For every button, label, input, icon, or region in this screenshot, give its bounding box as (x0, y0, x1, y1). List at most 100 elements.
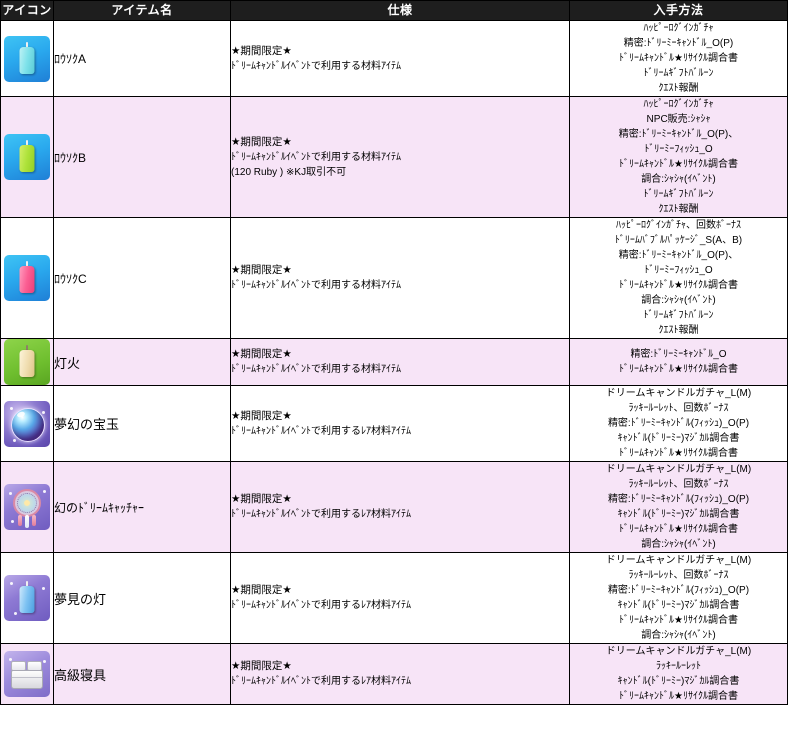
acq-line: 調合:ｼｬｼｬ(ｲﾍﾞﾝﾄ) (641, 174, 716, 185)
spec-line: ★期間限定★ (231, 44, 292, 57)
spec-line: ★期間限定★ (231, 348, 292, 360)
acq-line: ﾗｯｷｰﾙｰﾚｯﾄ、回数ﾎﾞｰﾅｽ (628, 403, 729, 414)
candle-lime-icon (4, 134, 50, 180)
candle-blue-icon (4, 575, 50, 621)
spec-line: ﾄﾞﾘｰﾑｷｬﾝﾄﾞﾙｲﾍﾞﾝﾄで利用する材料ｱｲﾃﾑ (231, 280, 401, 291)
acq-line: ｸｴｽﾄ報酬 (658, 325, 699, 336)
acq-line: 精密:ﾄﾞﾘｰﾐｰｷｬﾝﾄﾞﾙ_O(P)、 (618, 250, 739, 261)
item-acquisition: ﾊｯﾋﾟｰﾛｸﾞｲﾝｶﾞﾁｬ NPC販売:ｼｬｼｬ 精密:ﾄﾞﾘｰﾐｰｷｬﾝﾄﾞ… (569, 96, 788, 218)
column-header-item-name: アイテム名 (53, 0, 231, 21)
item-acquisition: ﾊｯﾋﾟｰﾛｸﾞｲﾝｶﾞﾁｬ 精密:ﾄﾞﾘｰﾐｰｷｬﾝﾄﾞﾙ_O(P) ﾄﾞﾘｰ… (569, 20, 788, 97)
acq-line: ﾗｯｷｰﾙｰﾚｯﾄ、回数ﾎﾞｰﾅｽ (628, 570, 729, 581)
acq-line: ﾄﾞﾘｰﾑｷｬﾝﾄﾞﾙ★ﾘｻｲｸﾙ調合書 (619, 524, 738, 535)
spec-line: ★期間限定★ (231, 409, 292, 422)
acq-line: ﾄﾞﾘｰﾑｷｬﾝﾄﾞﾙ★ﾘｻｲｸﾙ調合書 (619, 615, 738, 626)
acq-line: ﾊｯﾋﾟｰﾛｸﾞｲﾝｶﾞﾁｬ、回数ﾎﾞｰﾅｽ (616, 220, 741, 231)
item-spec: ★期間限定★ ﾄﾞﾘｰﾑｷｬﾝﾄﾞﾙｲﾍﾞﾝﾄで利用する材料ｱｲﾃﾑ (120 … (230, 96, 570, 218)
acq-line: ドリームキャンドルガチャ_L(M) (605, 464, 752, 475)
table-row: 高級寝具 ★期間限定★ ﾄﾞﾘｰﾑｷｬﾝﾄﾞﾙｲﾍﾞﾝﾄで利用するﾚｱ材料ｱｲﾃ… (0, 643, 788, 705)
spec-line: ﾄﾞﾘｰﾑｷｬﾝﾄﾞﾙｲﾍﾞﾝﾄで利用する材料ｱｲﾃﾑ (231, 364, 401, 375)
acq-line: NPC販売:ｼｬｼｬ (646, 114, 711, 125)
candle-pink-icon (4, 255, 50, 301)
acq-line: ﾗｯｷｰﾙｰﾚｯﾄ (656, 661, 701, 672)
item-name: ﾛｳｿｸB (53, 96, 231, 218)
table-header-row: アイコン アイテム名 仕様 入手方法 (0, 0, 788, 21)
spec-line: ﾄﾞﾘｰﾑｷｬﾝﾄﾞﾙｲﾍﾞﾝﾄで利用するﾚｱ材料ｱｲﾃﾑ (231, 425, 411, 437)
column-header-icon: アイコン (0, 0, 54, 21)
acq-line: ｸｴｽﾄ報酬 (658, 204, 699, 215)
item-acquisition: ﾊｯﾋﾟｰﾛｸﾞｲﾝｶﾞﾁｬ、回数ﾎﾞｰﾅｽ ﾄﾞﾘｰﾑﾊﾞﾌﾞﾙﾊﾟｯｹｰｼﾞ… (569, 217, 788, 339)
spec-line: ﾄﾞﾘｰﾑｷｬﾝﾄﾞﾙｲﾍﾞﾝﾄで利用する材料ｱｲﾃﾑ (231, 60, 401, 72)
acq-line: ﾄﾞﾘｰﾑｷﾞﾌﾄﾊﾞﾙｰﾝ (643, 310, 714, 321)
acq-line: ﾊｯﾋﾟｰﾛｸﾞｲﾝｶﾞﾁｬ (643, 23, 714, 34)
item-icon-cell (0, 552, 54, 644)
acq-line: ｷｬﾝﾄﾞﾙ(ﾄﾞﾘｰﾐｰ)ﾏｼﾞｶﾙ調合書 (617, 433, 740, 444)
dreamcatcher-icon (4, 484, 50, 530)
acq-line: 調合:ｼｬｼｬ(ｲﾍﾞﾝﾄ) (641, 295, 716, 306)
acq-line: ﾗｯｷｰﾙｰﾚｯﾄ、回数ﾎﾞｰﾅｽ (628, 479, 729, 490)
item-name: ﾛｳｿｸC (53, 217, 231, 339)
acq-line: ﾄﾞﾘｰﾑｷｬﾝﾄﾞﾙ★ﾘｻｲｸﾙ調合書 (619, 53, 738, 64)
acq-line: ｷｬﾝﾄﾞﾙ(ﾄﾞﾘｰﾐｰ)ﾏｼﾞｶﾙ調合書 (617, 676, 740, 687)
bedding-icon (4, 651, 50, 697)
item-reference-table: アイコン アイテム名 仕様 入手方法 ﾛｳｿｸA ★期間限定★ ﾄﾞﾘｰﾑｷｬﾝ… (0, 0, 788, 705)
table-row: ﾛｳｿｸB ★期間限定★ ﾄﾞﾘｰﾑｷｬﾝﾄﾞﾙｲﾍﾞﾝﾄで利用する材料ｱｲﾃﾑ… (0, 96, 788, 218)
orb-icon (4, 400, 50, 447)
acq-line: 精密:ﾄﾞﾘｰﾐｰｷｬﾝﾄﾞﾙ_O(P) (623, 38, 734, 49)
acq-line: ドリームキャンドルガチャ_L(M) (605, 555, 752, 566)
acq-line: ドリームキャンドルガチャ_L(M) (605, 646, 752, 657)
acq-line: ﾄﾞﾘｰﾑｷｬﾝﾄﾞﾙ★ﾘｻｲｸﾙ調合書 (619, 364, 738, 375)
spec-line: ﾄﾞﾘｰﾑｷｬﾝﾄﾞﾙｲﾍﾞﾝﾄで利用するﾚｱ材料ｱｲﾃﾑ (231, 676, 411, 687)
item-icon-cell (0, 217, 54, 339)
item-icon-cell (0, 20, 54, 97)
table-row: 夢見の灯 ★期間限定★ ﾄﾞﾘｰﾑｷｬﾝﾄﾞﾙｲﾍﾞﾝﾄで利用するﾚｱ材料ｱｲﾃ… (0, 552, 788, 644)
candle-cyan-icon (4, 35, 50, 82)
spec-line: ★期間限定★ (231, 493, 292, 505)
acq-line: ﾊｯﾋﾟｰﾛｸﾞｲﾝｶﾞﾁｬ (643, 99, 714, 110)
item-acquisition: ドリームキャンドルガチャ_L(M) ﾗｯｷｰﾙｰﾚｯﾄ、回数ﾎﾞｰﾅｽ 精密:ﾄ… (569, 552, 788, 644)
spec-line: ★期間限定★ (231, 264, 292, 276)
acq-line: ﾄﾞﾘｰﾑｷｬﾝﾄﾞﾙ★ﾘｻｲｸﾙ調合書 (619, 159, 738, 170)
item-acquisition: ドリームキャンドルガチャ_L(M) ﾗｯｷｰﾙｰﾚｯﾄ、回数ﾎﾞｰﾅｽ 精密:ﾄ… (569, 385, 788, 462)
spec-line: (120 Ruby ) ※KJ取引不可 (231, 166, 347, 178)
acq-line: ﾄﾞﾘｰﾑｷｬﾝﾄﾞﾙ★ﾘｻｲｸﾙ調合書 (619, 280, 738, 291)
spec-line: ★期間限定★ (231, 584, 292, 596)
acq-line: ｸｴｽﾄ報酬 (658, 83, 699, 94)
table-row: 灯火 ★期間限定★ ﾄﾞﾘｰﾑｷｬﾝﾄﾞﾙｲﾍﾞﾝﾄで利用する材料ｱｲﾃﾑ 精密… (0, 338, 788, 386)
item-acquisition: ドリームキャンドルガチャ_L(M) ﾗｯｷｰﾙｰﾚｯﾄ、回数ﾎﾞｰﾅｽ 精密:ﾄ… (569, 461, 788, 553)
acq-line: ｷｬﾝﾄﾞﾙ(ﾄﾞﾘｰﾐｰ)ﾏｼﾞｶﾙ調合書 (617, 600, 740, 611)
table-body: ﾛｳｿｸA ★期間限定★ ﾄﾞﾘｰﾑｷｬﾝﾄﾞﾙｲﾍﾞﾝﾄで利用する材料ｱｲﾃﾑ… (0, 20, 788, 705)
candle-beige-icon (4, 339, 50, 385)
acq-line: ﾄﾞﾘｰﾑﾊﾞﾌﾞﾙﾊﾟｯｹｰｼﾞ_S(A、B) (614, 235, 743, 246)
item-icon-cell (0, 96, 54, 218)
item-spec: ★期間限定★ ﾄﾞﾘｰﾑｷｬﾝﾄﾞﾙｲﾍﾞﾝﾄで利用するﾚｱ材料ｱｲﾃﾑ (230, 461, 570, 553)
item-acquisition: 精密:ﾄﾞﾘｰﾐｰｷｬﾝﾄﾞﾙ_O ﾄﾞﾘｰﾑｷｬﾝﾄﾞﾙ★ﾘｻｲｸﾙ調合書 (569, 338, 788, 386)
spec-line: ﾄﾞﾘｰﾑｷｬﾝﾄﾞﾙｲﾍﾞﾝﾄで利用するﾚｱ材料ｱｲﾃﾑ (231, 600, 411, 611)
item-spec: ★期間限定★ ﾄﾞﾘｰﾑｷｬﾝﾄﾞﾙｲﾍﾞﾝﾄで利用するﾚｱ材料ｱｲﾃﾑ (230, 385, 570, 462)
item-name: 夢幻の宝玉 (53, 385, 231, 462)
acq-line: 精密:ﾄﾞﾘｰﾐｰｷｬﾝﾄﾞﾙ(ﾌｨｯｼｭ)_O(P) (607, 494, 750, 505)
acq-line: ドリームキャンドルガチャ_L(M) (605, 388, 752, 399)
spec-line: ★期間限定★ (231, 660, 292, 672)
table-row: ﾛｳｿｸC ★期間限定★ ﾄﾞﾘｰﾑｷｬﾝﾄﾞﾙｲﾍﾞﾝﾄで利用する材料ｱｲﾃﾑ… (0, 217, 788, 339)
item-spec: ★期間限定★ ﾄﾞﾘｰﾑｷｬﾝﾄﾞﾙｲﾍﾞﾝﾄで利用する材料ｱｲﾃﾑ (230, 338, 570, 386)
item-icon-cell (0, 461, 54, 553)
acq-line: 精密:ﾄﾞﾘｰﾐｰｷｬﾝﾄﾞﾙ_O(P)、 (618, 129, 739, 140)
table-row: ﾛｳｿｸA ★期間限定★ ﾄﾞﾘｰﾑｷｬﾝﾄﾞﾙｲﾍﾞﾝﾄで利用する材料ｱｲﾃﾑ… (0, 20, 788, 97)
spec-line: ★期間限定★ (231, 135, 292, 148)
acq-line: ﾄﾞﾘｰﾑｷｬﾝﾄﾞﾙ★ﾘｻｲｸﾙ調合書 (619, 691, 738, 702)
item-spec: ★期間限定★ ﾄﾞﾘｰﾑｷｬﾝﾄﾞﾙｲﾍﾞﾝﾄで利用するﾚｱ材料ｱｲﾃﾑ (230, 643, 570, 705)
item-spec: ★期間限定★ ﾄﾞﾘｰﾑｷｬﾝﾄﾞﾙｲﾍﾞﾝﾄで利用する材料ｱｲﾃﾑ (230, 20, 570, 97)
item-name: 灯火 (53, 338, 231, 386)
item-acquisition: ドリームキャンドルガチャ_L(M) ﾗｯｷｰﾙｰﾚｯﾄ ｷｬﾝﾄﾞﾙ(ﾄﾞﾘｰﾐ… (569, 643, 788, 705)
item-name: 高級寝具 (53, 643, 231, 705)
table-row: 夢幻の宝玉 ★期間限定★ ﾄﾞﾘｰﾑｷｬﾝﾄﾞﾙｲﾍﾞﾝﾄで利用するﾚｱ材料ｱｲ… (0, 385, 788, 462)
spec-line: ﾄﾞﾘｰﾑｷｬﾝﾄﾞﾙｲﾍﾞﾝﾄで利用するﾚｱ材料ｱｲﾃﾑ (231, 509, 411, 520)
acq-line: 精密:ﾄﾞﾘｰﾐｰｷｬﾝﾄﾞﾙ(ﾌｨｯｼｭ)_O(P) (607, 418, 750, 429)
acq-line: 調合:ｼｬｼｬ(ｲﾍﾞﾝﾄ) (641, 630, 716, 641)
column-header-acquisition: 入手方法 (569, 0, 788, 21)
acq-line: 調合:ｼｬｼｬ(ｲﾍﾞﾝﾄ) (641, 539, 716, 550)
spec-line: ﾄﾞﾘｰﾑｷｬﾝﾄﾞﾙｲﾍﾞﾝﾄで利用する材料ｱｲﾃﾑ (231, 151, 401, 163)
item-name: ﾛｳｿｸA (53, 20, 231, 97)
table-row: 幻のﾄﾞﾘｰﾑｷｬｯﾁｬｰ ★期間限定★ ﾄﾞﾘｰﾑｷｬﾝﾄﾞﾙｲﾍﾞﾝﾄで利用… (0, 461, 788, 553)
